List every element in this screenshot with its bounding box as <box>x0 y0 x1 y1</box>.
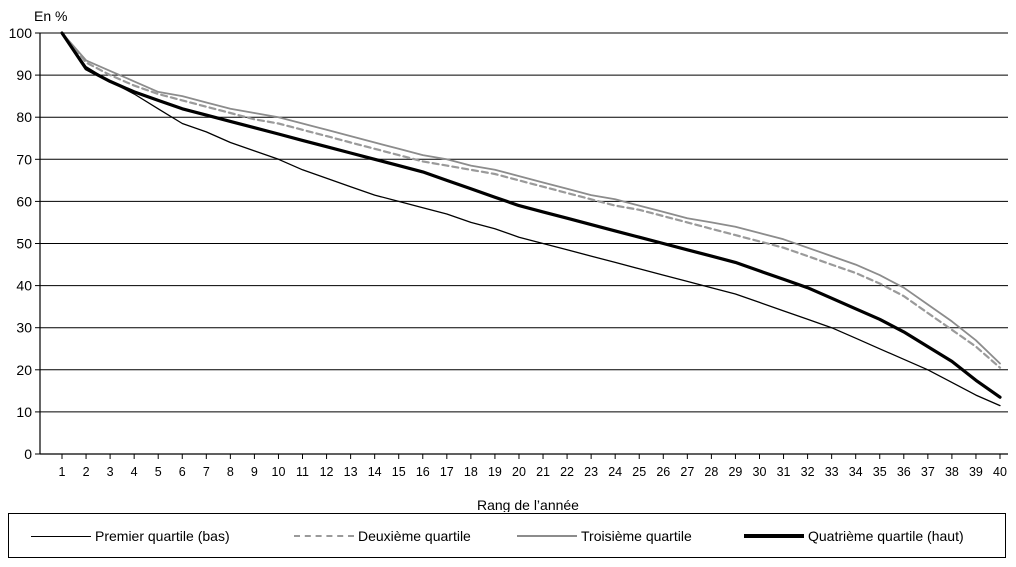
series-line-premier-quartile <box>61 32 1001 407</box>
legend-label-premier-quartile: Premier quartile (bas) <box>95 528 230 544</box>
x-tick-label-16: 16 <box>416 465 430 479</box>
y-tick-label-0: 0 <box>24 446 32 462</box>
x-tick-label-4: 4 <box>131 465 138 479</box>
y-tick-label-100: 100 <box>9 25 33 41</box>
x-tick-label-15: 15 <box>392 465 406 479</box>
y-tick-labels: 0 10 20 30 40 50 60 70 80 90 100 <box>9 25 33 462</box>
x-tick-label-28: 28 <box>704 465 718 479</box>
x-tick-label-33: 33 <box>825 465 839 479</box>
x-tick-label-3: 3 <box>107 465 114 479</box>
series-line-quatrieme-quartile <box>60 31 1002 399</box>
y-tick-label-20: 20 <box>16 362 32 378</box>
y-tick-label-30: 30 <box>16 320 32 336</box>
y-tick-label-90: 90 <box>16 67 32 83</box>
x-tick-label-5: 5 <box>155 465 162 479</box>
legend-label-deuxieme-quartile: Deuxième quartile <box>358 528 471 544</box>
x-tick-label-7: 7 <box>203 465 210 479</box>
x-tick-label-30: 30 <box>753 465 767 479</box>
legend-swatch-premier-quartile <box>31 535 91 537</box>
x-tick-label-6: 6 <box>179 465 186 479</box>
x-tick-labels: 1 2 3 4 5 6 7 8 9 10 11 12 13 14 15 16 17 18 19 20 21 22 23 24 2… <box>59 454 1007 479</box>
axes <box>39 33 1008 455</box>
x-tick-label-8: 8 <box>227 465 234 479</box>
x-tick-label-26: 26 <box>656 465 670 479</box>
y-tick-label-10: 10 <box>16 404 32 420</box>
legend-label-troisieme-quartile: Troisième quartile <box>581 528 692 544</box>
x-tick-label-37: 37 <box>921 465 935 479</box>
x-tick-label-12: 12 <box>320 465 334 479</box>
x-tick-label-11: 11 <box>296 465 309 479</box>
x-tick-label-27: 27 <box>680 465 694 479</box>
x-tick-label-9: 9 <box>251 465 258 479</box>
x-tick-label-2: 2 <box>83 465 90 479</box>
x-tick-label-22: 22 <box>560 465 574 479</box>
series-line-troisieme-quartile <box>61 32 1001 365</box>
y-axis-title: En % <box>34 8 67 24</box>
x-tick-label-14: 14 <box>368 465 382 479</box>
x-tick-label-24: 24 <box>608 465 622 479</box>
legend-swatch-quatrieme-quartile <box>744 534 804 538</box>
legend-item-premier-quartile: Premier quartile (bas) <box>31 528 230 544</box>
legend: Premier quartile (bas) Deuxième quartile… <box>8 513 1006 558</box>
x-tick-label-20: 20 <box>512 465 526 479</box>
legend-label-quatrieme-quartile: Quatrième quartile (haut) <box>808 528 964 544</box>
y-tick-label-50: 50 <box>16 236 32 252</box>
legend-item-troisieme-quartile: Troisième quartile <box>517 528 692 544</box>
x-tick-label-29: 29 <box>728 465 742 479</box>
y-tick-label-60: 60 <box>16 193 32 209</box>
gridlines <box>35 32 1008 455</box>
series-line-deuxieme-quartile <box>60 31 1002 369</box>
x-tick-label-25: 25 <box>632 465 646 479</box>
y-tick-label-40: 40 <box>16 278 32 294</box>
x-tick-label-40: 40 <box>993 465 1007 479</box>
legend-item-quatrieme-quartile: Quatrième quartile (haut) <box>744 528 964 544</box>
x-tick-label-19: 19 <box>488 465 502 479</box>
x-tick-label-36: 36 <box>897 465 911 479</box>
x-tick-label-31: 31 <box>777 465 791 479</box>
x-tick-label-39: 39 <box>969 465 983 479</box>
series-lines <box>60 31 1002 407</box>
x-axis-title: Rang de l’année <box>477 497 579 512</box>
legend-swatch-deuxieme-quartile <box>294 535 354 537</box>
x-tick-label-10: 10 <box>272 465 286 479</box>
x-tick-label-18: 18 <box>464 465 478 479</box>
x-tick-label-1: 1 <box>59 465 66 479</box>
x-tick-label-17: 17 <box>440 465 454 479</box>
legend-swatch-troisieme-quartile <box>517 535 577 537</box>
y-tick-label-80: 80 <box>16 109 32 125</box>
x-tick-label-13: 13 <box>344 465 358 479</box>
y-tick-label-70: 70 <box>16 151 32 167</box>
x-tick-label-21: 21 <box>536 465 550 479</box>
x-tick-label-38: 38 <box>945 465 959 479</box>
x-tick-label-23: 23 <box>584 465 598 479</box>
x-tick-label-32: 32 <box>801 465 815 479</box>
legend-item-deuxieme-quartile: Deuxième quartile <box>294 528 471 544</box>
x-tick-label-34: 34 <box>849 465 863 479</box>
x-tick-label-35: 35 <box>873 465 887 479</box>
